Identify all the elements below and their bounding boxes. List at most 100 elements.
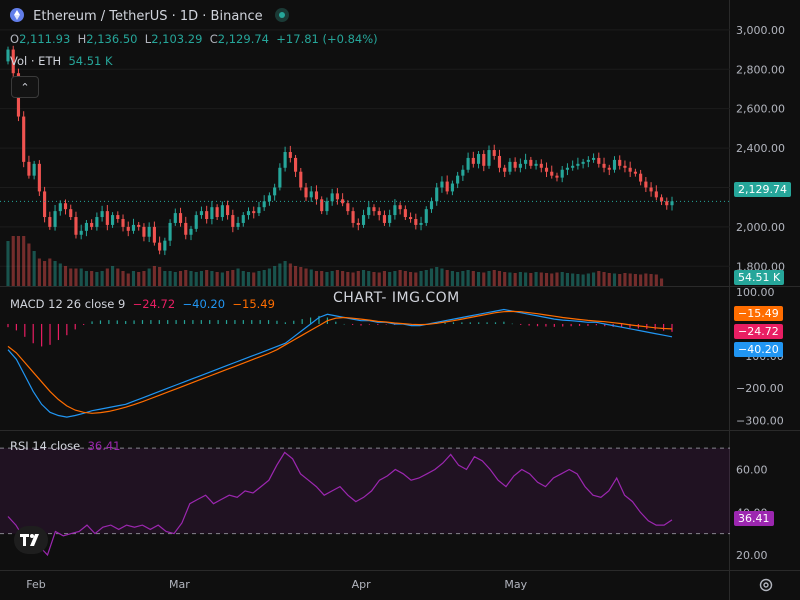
collapse-legend-button[interactable]: ⌃ <box>11 76 39 98</box>
histogram-bar <box>175 320 177 324</box>
candle <box>346 200 350 215</box>
volume-bar <box>27 243 31 286</box>
volume-bar <box>544 273 549 286</box>
volume-bar <box>131 271 136 286</box>
rsi-value: 36.41 <box>87 439 121 453</box>
volume-bar <box>487 271 491 286</box>
volume-bar <box>607 273 611 286</box>
volume-bar <box>309 269 313 286</box>
candle <box>351 207 355 228</box>
candle <box>283 146 287 172</box>
candle <box>252 206 256 219</box>
volume-bar <box>639 274 643 286</box>
volume-bar <box>226 271 230 286</box>
settings-gear-icon[interactable] <box>758 577 774 593</box>
volume-bar <box>299 267 303 286</box>
histogram-bar <box>486 322 488 324</box>
volume-bar <box>524 272 528 286</box>
tradingview-logo-icon <box>20 534 39 546</box>
candle-body <box>184 222 188 235</box>
candle <box>320 196 324 215</box>
candle <box>257 201 261 217</box>
candle-body <box>163 240 167 251</box>
candle <box>414 213 418 230</box>
rsi-legend[interactable]: RSI 14 close 36.41 <box>10 439 121 453</box>
volume-bar <box>335 270 339 286</box>
candle-body <box>435 187 439 202</box>
candle <box>131 218 136 234</box>
candle-body <box>497 155 502 168</box>
candle <box>341 193 345 207</box>
candle-body <box>320 199 324 212</box>
macd-tick-label: 100.00 <box>736 286 775 299</box>
candle-body <box>299 171 303 188</box>
volume-bar <box>236 268 240 286</box>
candle-body <box>476 153 481 164</box>
volume-bar <box>341 271 345 286</box>
histogram-bar <box>528 323 530 326</box>
candle <box>639 169 643 186</box>
chart-title[interactable]: Ethereum / TetherUS · 1D · Binance <box>33 9 263 24</box>
open-label: O <box>10 32 20 46</box>
candle <box>461 165 465 181</box>
candle-body <box>257 207 261 214</box>
candle-body <box>48 217 52 227</box>
volume-bar <box>32 251 36 286</box>
candle <box>529 156 533 169</box>
volume-legend[interactable]: Vol · ETH 54.51 K <box>10 54 113 68</box>
volume-bar <box>466 270 470 286</box>
histogram-bar <box>629 323 631 328</box>
volume-bar <box>497 271 502 286</box>
candle <box>288 145 292 163</box>
volume-bar <box>241 271 245 286</box>
candle-body <box>6 49 10 62</box>
histogram-bar <box>91 321 93 324</box>
volume-bar <box>513 273 517 286</box>
candle <box>576 157 580 170</box>
candle-body <box>639 173 643 182</box>
high-label: H <box>77 32 87 46</box>
histogram-bar <box>511 323 513 325</box>
candle-body <box>293 157 298 172</box>
candle <box>456 171 460 189</box>
volume-bar <box>618 274 622 286</box>
candle <box>654 185 658 201</box>
volume-bar <box>69 268 73 286</box>
candle <box>372 204 376 216</box>
price-tick-label: 2,600.00 <box>736 103 785 116</box>
volume-bar <box>215 272 219 286</box>
candle <box>152 221 156 246</box>
volume-bar <box>539 272 543 286</box>
histogram-bar <box>309 317 312 324</box>
candle-body <box>27 161 31 176</box>
candle <box>602 157 606 173</box>
candle <box>246 207 251 220</box>
candle-body <box>252 211 256 214</box>
histogram-bar <box>478 322 480 324</box>
volume-bar <box>409 272 413 286</box>
candle <box>476 151 481 169</box>
candle-body <box>424 209 428 223</box>
histogram-bar <box>225 320 228 324</box>
histogram-bar <box>545 323 547 327</box>
candle <box>623 160 627 173</box>
macd-legend[interactable]: MACD 12 26 close 9 −24.72 −40.20 −15.49 <box>10 297 275 311</box>
candle-body <box>644 181 648 188</box>
candle-body <box>440 181 444 188</box>
candle-body <box>356 222 360 225</box>
volume-bar <box>273 266 277 286</box>
histogram-bar <box>360 323 362 326</box>
volume-bar <box>48 258 52 286</box>
candle-body <box>508 161 512 172</box>
candle-body <box>79 230 83 235</box>
volume-bar <box>649 274 653 286</box>
histogram-bar <box>343 323 345 325</box>
tradingview-logo[interactable] <box>14 526 48 554</box>
candle <box>199 206 204 219</box>
histogram-bar <box>125 321 127 324</box>
candle <box>231 209 235 233</box>
candle-body <box>529 159 533 166</box>
histogram-bar <box>200 320 202 324</box>
volume-bar <box>194 272 198 286</box>
